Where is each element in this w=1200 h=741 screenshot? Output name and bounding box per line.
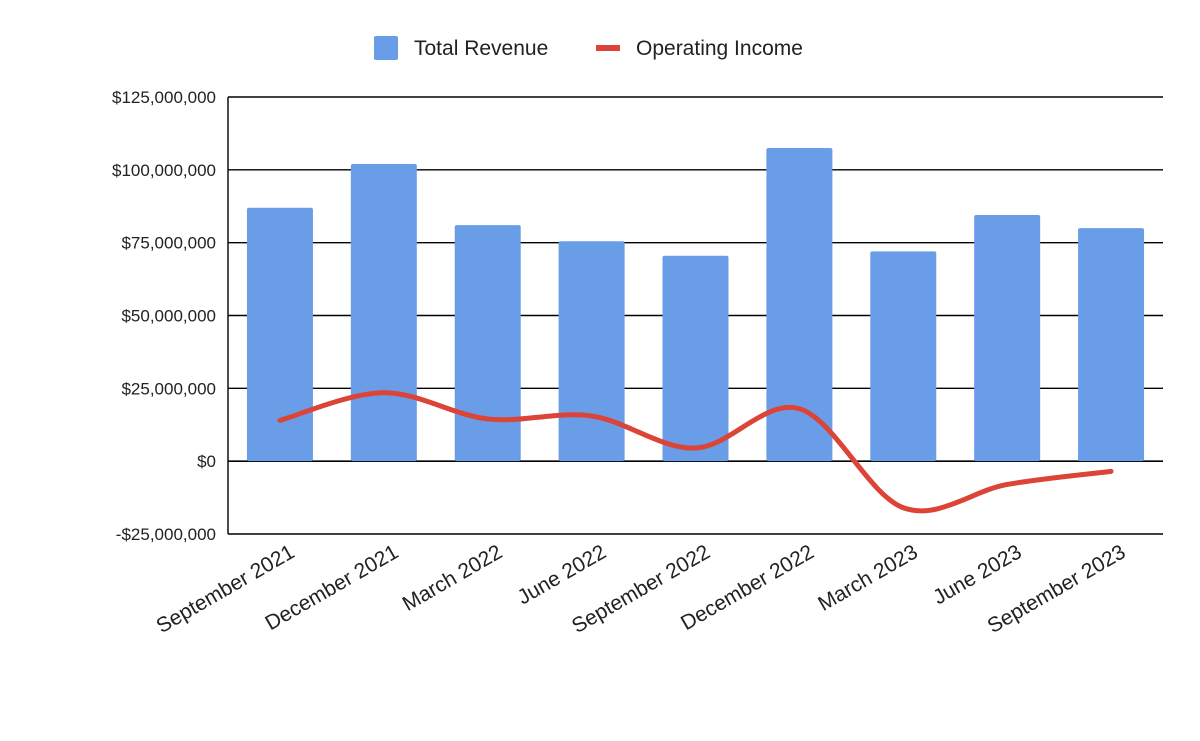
legend-label-total-revenue: Total Revenue: [414, 37, 548, 60]
legend-label-operating-income: Operating Income: [636, 37, 803, 60]
bar-total-revenue: [870, 251, 937, 462]
x-tick-label: June 2022: [514, 540, 610, 609]
bar-total-revenue: [766, 147, 833, 462]
bar-total-revenue: [350, 164, 417, 462]
bar-total-revenue: [1078, 228, 1145, 462]
bar-total-revenue: [246, 207, 313, 462]
bar-total-revenue: [454, 225, 521, 462]
x-tick-label: June 2023: [929, 540, 1025, 609]
legend: Total Revenue Operating Income: [374, 36, 803, 60]
y-tick-label: $0: [197, 452, 216, 471]
y-tick-label: $50,000,000: [121, 307, 216, 326]
x-tick-label: March 2023: [814, 540, 922, 615]
bar-total-revenue: [662, 255, 729, 462]
bar-total-revenue: [558, 241, 625, 462]
bar-series: [246, 147, 1145, 462]
bar-total-revenue: [974, 214, 1041, 462]
line-operating-income: [277, 390, 1114, 514]
y-axis: -$25,000,000 $0 $25,000,000 $50,000,000 $75,…: [112, 88, 216, 544]
legend-swatch-total-revenue: [374, 36, 398, 60]
y-tick-label: -$25,000,000: [116, 525, 216, 544]
y-tick-label: $100,000,000: [112, 161, 216, 180]
y-tick-label: $75,000,000: [121, 234, 216, 253]
x-tick-label: March 2022: [399, 540, 507, 615]
y-tick-label: $25,000,000: [121, 379, 216, 398]
line-series: [277, 390, 1114, 514]
y-tick-label: $125,000,000: [112, 88, 216, 107]
